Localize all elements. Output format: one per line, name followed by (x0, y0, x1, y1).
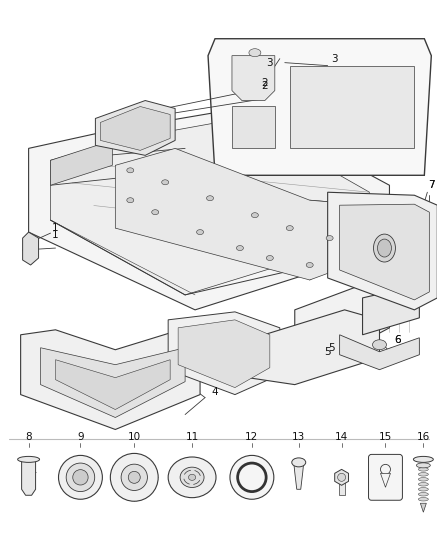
Text: 6: 6 (394, 335, 401, 345)
Polygon shape (232, 55, 275, 101)
Polygon shape (339, 335, 419, 370)
Polygon shape (232, 106, 275, 148)
Polygon shape (50, 140, 112, 185)
Ellipse shape (292, 458, 306, 467)
Text: 7: 7 (428, 180, 434, 190)
Polygon shape (41, 348, 185, 417)
Polygon shape (335, 470, 349, 486)
Polygon shape (290, 66, 414, 148)
Polygon shape (56, 360, 170, 409)
Polygon shape (21, 330, 200, 430)
Ellipse shape (127, 198, 134, 203)
Ellipse shape (162, 180, 169, 185)
Text: 6: 6 (394, 335, 401, 345)
Text: 4: 4 (212, 386, 218, 397)
Text: 9: 9 (77, 432, 84, 442)
Polygon shape (420, 503, 426, 512)
Text: 2: 2 (261, 80, 268, 91)
Text: 10: 10 (128, 432, 141, 442)
Ellipse shape (237, 246, 244, 251)
Ellipse shape (417, 463, 430, 468)
FancyBboxPatch shape (368, 455, 403, 500)
Ellipse shape (128, 471, 140, 483)
Ellipse shape (306, 263, 313, 268)
Ellipse shape (326, 236, 333, 240)
Ellipse shape (266, 255, 273, 261)
Ellipse shape (372, 340, 386, 350)
Text: 7: 7 (428, 180, 434, 190)
Polygon shape (295, 282, 389, 352)
Ellipse shape (251, 213, 258, 217)
Ellipse shape (238, 463, 266, 491)
Ellipse shape (418, 497, 428, 501)
Ellipse shape (127, 168, 134, 173)
Polygon shape (339, 478, 345, 495)
Polygon shape (339, 204, 429, 300)
Polygon shape (294, 462, 304, 489)
Ellipse shape (73, 470, 88, 485)
Polygon shape (248, 310, 379, 385)
Polygon shape (21, 459, 35, 495)
Ellipse shape (110, 454, 158, 501)
Text: 8: 8 (25, 432, 32, 442)
Ellipse shape (381, 464, 390, 474)
Polygon shape (23, 232, 39, 265)
Polygon shape (328, 192, 437, 310)
Polygon shape (363, 285, 419, 335)
Ellipse shape (374, 234, 396, 262)
Ellipse shape (418, 488, 428, 491)
Ellipse shape (197, 230, 204, 235)
Ellipse shape (418, 482, 428, 486)
Text: 13: 13 (292, 432, 305, 442)
Ellipse shape (413, 456, 433, 462)
Ellipse shape (243, 469, 261, 486)
Ellipse shape (249, 49, 261, 56)
Ellipse shape (207, 196, 213, 201)
Text: 15: 15 (379, 432, 392, 442)
Ellipse shape (418, 473, 428, 476)
Text: 3: 3 (331, 54, 338, 63)
Text: 3: 3 (267, 58, 273, 68)
Ellipse shape (66, 463, 95, 491)
Ellipse shape (121, 464, 148, 490)
Ellipse shape (230, 455, 274, 499)
Text: 11: 11 (185, 432, 199, 442)
Ellipse shape (418, 492, 428, 496)
Text: 1: 1 (52, 223, 59, 233)
Ellipse shape (378, 239, 392, 257)
Ellipse shape (418, 478, 428, 481)
Polygon shape (208, 39, 431, 175)
Ellipse shape (59, 455, 102, 499)
Polygon shape (100, 107, 170, 150)
Text: 4: 4 (175, 375, 181, 385)
Polygon shape (28, 108, 389, 310)
Text: 1: 1 (52, 230, 59, 240)
Text: 5: 5 (328, 343, 335, 353)
Polygon shape (381, 473, 390, 487)
Polygon shape (50, 118, 370, 295)
Ellipse shape (188, 474, 196, 480)
Text: 2: 2 (261, 78, 268, 87)
Ellipse shape (152, 209, 159, 215)
Polygon shape (168, 312, 280, 394)
Polygon shape (178, 320, 270, 387)
Ellipse shape (286, 225, 293, 231)
Ellipse shape (18, 456, 39, 462)
Polygon shape (95, 101, 175, 155)
Ellipse shape (180, 467, 204, 488)
Text: 16: 16 (417, 432, 430, 442)
Text: 5: 5 (325, 347, 331, 357)
Polygon shape (115, 148, 370, 280)
Ellipse shape (168, 457, 216, 498)
Text: 14: 14 (335, 432, 348, 442)
Ellipse shape (338, 473, 346, 481)
Ellipse shape (418, 467, 428, 471)
Text: 12: 12 (245, 432, 258, 442)
